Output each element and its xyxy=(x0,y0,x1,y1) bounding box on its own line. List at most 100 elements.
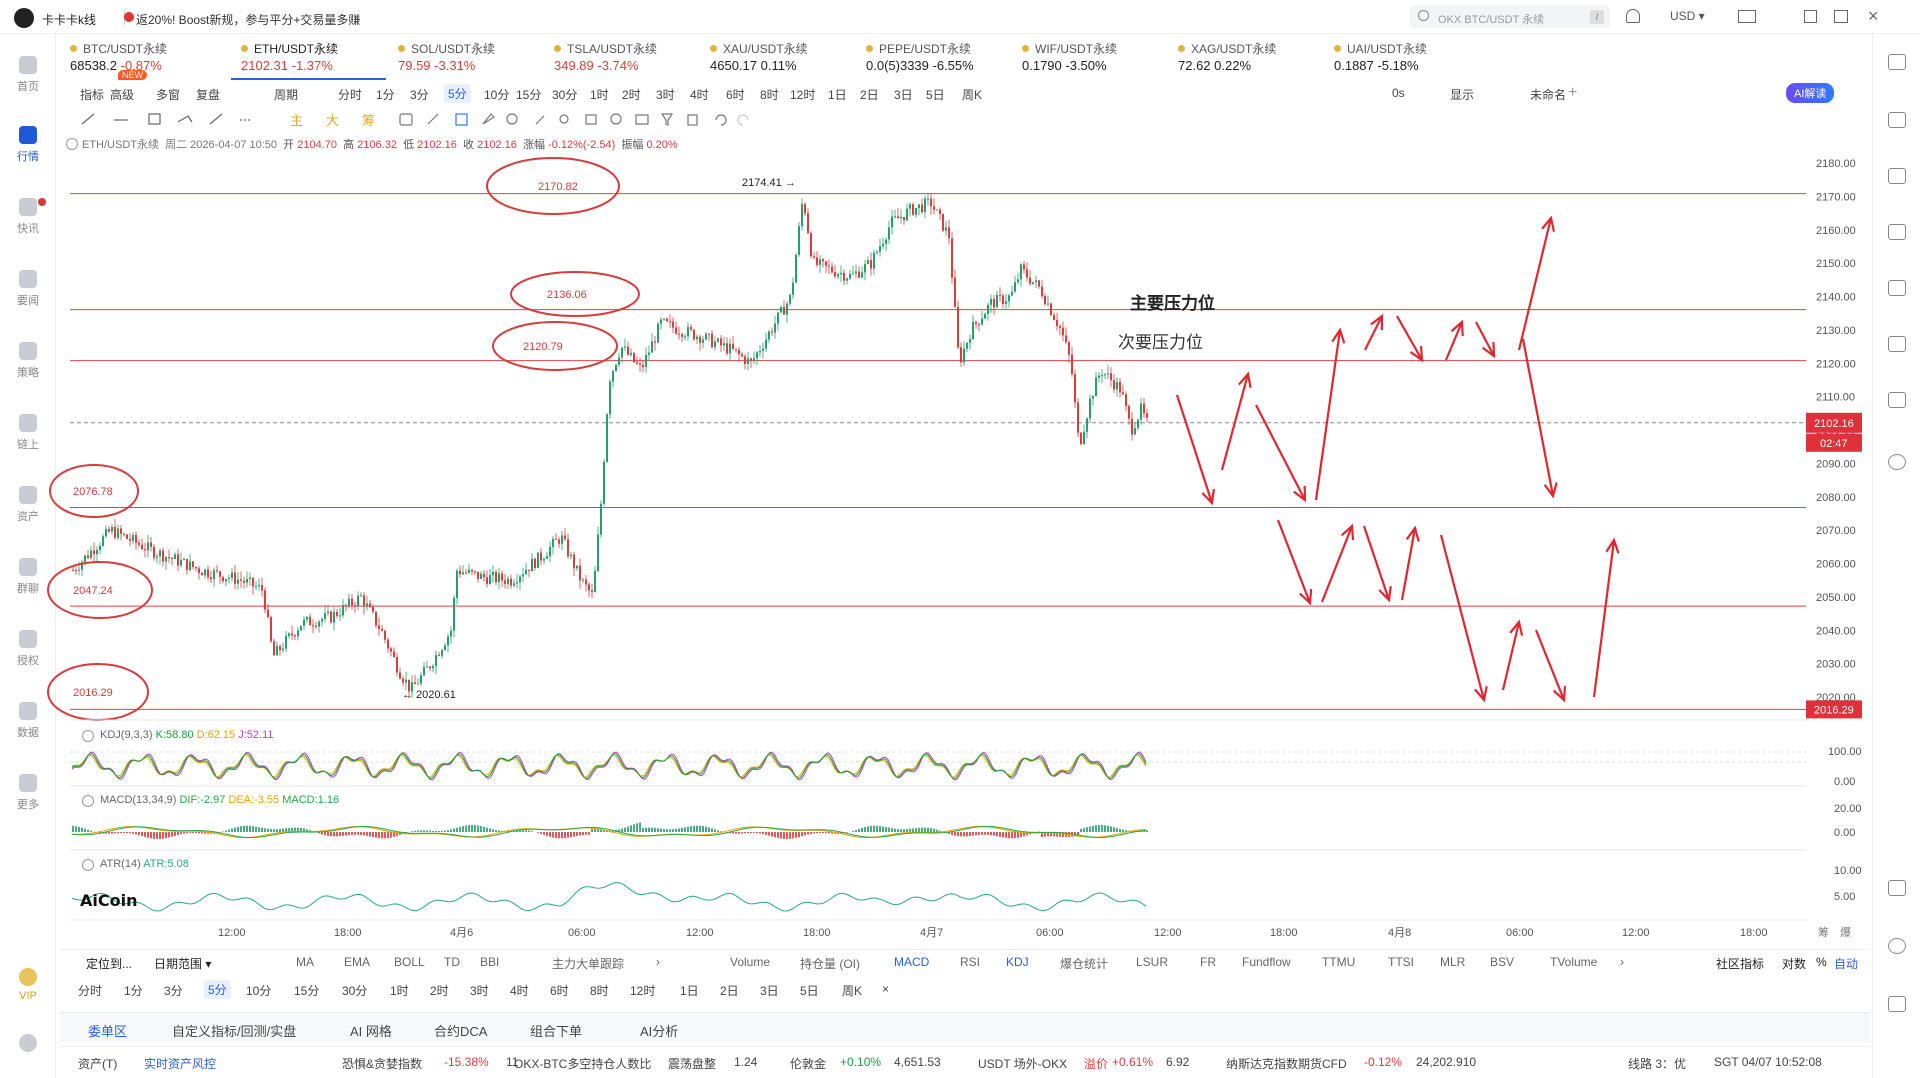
magnet-tool-icon[interactable] xyxy=(559,114,569,124)
fear-greed-label[interactable]: 恐惧&贪婪指数 xyxy=(342,1057,423,1071)
dollar-icon[interactable] xyxy=(1888,168,1906,184)
period-item-5[interactable]: 15分 xyxy=(294,984,320,998)
big-order-tool[interactable]: 大 xyxy=(326,113,339,128)
indicator-tab-far-right-1[interactable]: 对数 xyxy=(1782,957,1807,971)
layer-tool-icon[interactable] xyxy=(635,114,649,125)
app-title[interactable]: 卡卡卡k线 xyxy=(42,13,97,27)
pencil-tool-icon[interactable] xyxy=(427,113,439,125)
indicator-tab-left-7[interactable]: 主力大单跟踪 xyxy=(552,957,625,971)
chips-tool[interactable]: 筹 xyxy=(362,113,375,128)
collapse-atr-icon[interactable] xyxy=(82,859,94,871)
order-book-icon[interactable] xyxy=(1888,112,1906,128)
ticker-tab[interactable]: TSLA/USDT永续 349.89 -3.74% xyxy=(544,36,699,80)
mail-icon[interactable] xyxy=(1738,10,1756,23)
eraser-tool-icon[interactable] xyxy=(535,115,545,125)
toolbar-item-11[interactable]: 15分 xyxy=(516,88,542,102)
indicator-tab-left-5[interactable]: TD xyxy=(444,955,460,969)
stack-icon[interactable] xyxy=(1888,336,1906,352)
layout-icon[interactable] xyxy=(1888,880,1906,896)
indicator-tab-right-1[interactable]: 持仓量 (OI) xyxy=(800,957,860,971)
close-window-icon[interactable]: × xyxy=(1868,6,1879,26)
sidebar-item-market[interactable]: 行情 xyxy=(0,126,56,164)
panel-tab-0[interactable]: 委单区 xyxy=(77,1021,138,1049)
zoom-tool-icon[interactable] xyxy=(506,113,518,125)
period-item-17[interactable]: 5日 xyxy=(800,984,819,998)
sidebar-item-strategy[interactable]: 策略 xyxy=(0,342,56,380)
indicator-tab-right-8[interactable]: Fundflow xyxy=(1242,955,1291,969)
trash-tool-icon[interactable] xyxy=(687,114,698,126)
indicator-tab-right-11[interactable]: MLR xyxy=(1440,955,1466,969)
sidebar-item-group-chat[interactable]: 群聊 xyxy=(0,558,56,596)
panel-tab-2[interactable]: AI 网格 xyxy=(350,1024,392,1039)
ticker-tab[interactable]: PEPE/USDT永续 0.0(5)3339 -6.55% xyxy=(856,36,1011,80)
indicator-tab-right-6[interactable]: LSUR xyxy=(1136,955,1169,969)
main-force-tool[interactable]: 主 xyxy=(290,113,303,128)
period-item-7[interactable]: 1时 xyxy=(390,984,409,998)
panel-tab-5[interactable]: AI分析 xyxy=(640,1024,679,1039)
toolbar-item-5[interactable]: 周期 xyxy=(274,88,299,102)
toolbar-item-19[interactable]: 12时 xyxy=(790,88,816,102)
main-plot-area[interactable] xyxy=(70,150,1806,705)
indicator-tab-left-0[interactable]: 定位到... xyxy=(86,957,133,971)
indicator-tab-far-right-0[interactable]: 社区指标 xyxy=(1716,957,1765,971)
indicator-tab-right-10[interactable]: TTSI xyxy=(1388,955,1414,969)
toolbar-right-item-2[interactable]: 未命名 xyxy=(1530,88,1567,102)
toolbar-item-16[interactable]: 4时 xyxy=(690,88,709,102)
indicator-tab-far-right-3[interactable]: 自动 xyxy=(1834,957,1859,971)
indicator-tab-left-1[interactable]: 日期范围 ▾ xyxy=(154,957,212,971)
period-item-9[interactable]: 3时 xyxy=(470,984,489,998)
toolbar-item-21[interactable]: 2日 xyxy=(860,88,879,102)
ticker-tab[interactable]: WIF/USDT永续 0.1790 -3.50% xyxy=(1012,36,1167,80)
period-item-4[interactable]: 10分 xyxy=(246,984,272,998)
period-item-18[interactable]: 周K xyxy=(842,984,863,998)
settings-button[interactable] xyxy=(0,1034,56,1056)
toolbar-item-8[interactable]: 3分 xyxy=(410,88,429,102)
sidebar-item-headlines[interactable]: 要闻 xyxy=(0,270,56,308)
sidebar-item-assets[interactable]: 资产 xyxy=(0,486,56,524)
indicator-tab-right-9[interactable]: TTMU xyxy=(1322,955,1356,969)
ai-interpret-button[interactable]: AI解读 xyxy=(1786,83,1835,103)
sidebar-item-data[interactable]: 数据 xyxy=(0,702,56,740)
period-item-12[interactable]: 8时 xyxy=(590,984,609,998)
toolbar-item-22[interactable]: 3日 xyxy=(894,88,913,102)
long-short-ratio-label[interactable]: OKX-BTC多空持仓人数比 xyxy=(514,1057,652,1071)
ticker-tab[interactable]: UAI/USDT永续 0.1887 -5.18% xyxy=(1324,36,1479,80)
nasdaq-label[interactable]: 纳斯达克指数期货CFD xyxy=(1226,1057,1347,1071)
period-item-8[interactable]: 2时 xyxy=(430,984,449,998)
risk-control-link[interactable]: 实时资产风控 xyxy=(144,1057,217,1071)
bell-icon[interactable] xyxy=(1626,9,1640,23)
indicator-tab-left-4[interactable]: BOLL xyxy=(394,955,425,969)
collapse-macd-icon[interactable] xyxy=(82,795,94,807)
indicator-tab-right-0[interactable]: Volume xyxy=(730,955,771,969)
period-item-2[interactable]: 3分 xyxy=(164,984,183,998)
brush-tool-icon[interactable] xyxy=(482,113,495,125)
panel-tab-3[interactable]: 合约DCA xyxy=(434,1024,488,1039)
period-item-15[interactable]: 2日 xyxy=(720,984,739,998)
toolbar-item-13[interactable]: 1时 xyxy=(590,88,609,102)
period-item-14[interactable]: 1日 xyxy=(680,984,699,998)
toolbar-item-0[interactable]: 指标 xyxy=(80,88,105,102)
indicator-tab-right-5[interactable]: 爆仓统计 xyxy=(1060,957,1109,971)
toolbar-item-10[interactable]: 10分 xyxy=(484,88,510,102)
indicator-tab-left-3[interactable]: EMA xyxy=(344,955,371,969)
restore-window-icon[interactable] xyxy=(1804,10,1817,23)
sidebar-item-vip[interactable]: VIP xyxy=(0,968,56,1002)
toolbar-right-item-1[interactable]: 显示 xyxy=(1450,88,1475,102)
toolbar-item-14[interactable]: 2时 xyxy=(622,88,641,102)
indicator-tab-right-4[interactable]: KDJ xyxy=(1006,955,1029,969)
monitor-icon[interactable] xyxy=(1888,280,1906,296)
period-item-11[interactable]: 6时 xyxy=(550,984,569,998)
promo-banner[interactable]: 返20%! Boost新规，参与平分+交易量多赚 xyxy=(123,11,361,27)
toolbar-item-24[interactable]: 周K xyxy=(962,88,983,102)
line-status[interactable]: 线路 3：优 xyxy=(1628,1057,1687,1071)
period-item-10[interactable]: 4时 xyxy=(510,984,529,998)
indicator-tab-left-6[interactable]: BBI xyxy=(480,955,500,969)
panel-tab-1[interactable]: 自定义指标/回测/实盘 xyxy=(172,1024,297,1039)
asset-label[interactable]: 资产(T) xyxy=(78,1057,118,1071)
toolbar-item-6[interactable]: 分时 xyxy=(338,88,363,102)
sidebar-item-more[interactable]: 更多 xyxy=(0,774,56,812)
toolbar-item-2[interactable]: 多窗 xyxy=(156,88,181,102)
sidebar-item-onchain[interactable]: 链上 xyxy=(0,414,56,452)
toolbar-item-9[interactable]: 5分 xyxy=(444,84,471,103)
eye-tool-icon[interactable] xyxy=(610,113,622,125)
